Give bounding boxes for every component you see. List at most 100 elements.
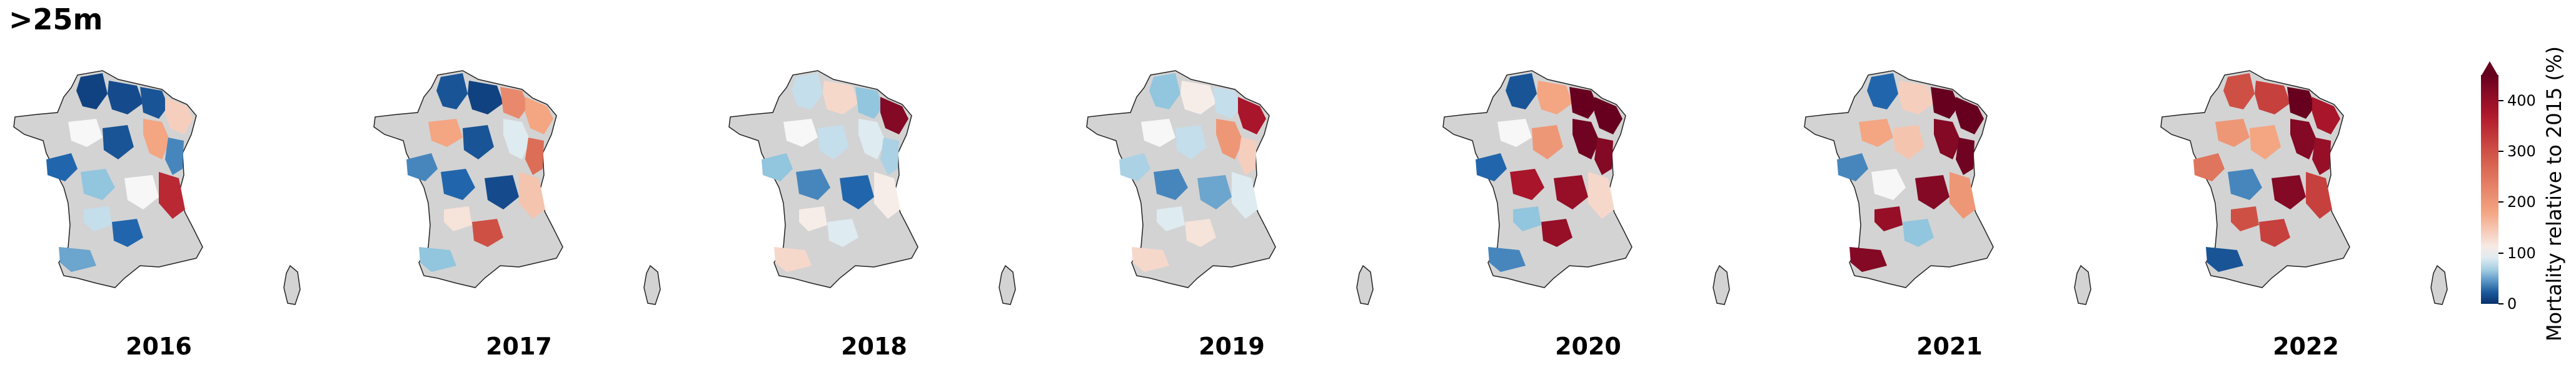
- mortality-region: [823, 81, 858, 114]
- mortality-region: [46, 153, 78, 181]
- france-map: [13, 70, 301, 305]
- mortality-region: [1506, 73, 1537, 109]
- mortality-region: [774, 247, 812, 272]
- year-label: 2020: [1555, 333, 1621, 360]
- mortality-region: [2215, 119, 2250, 147]
- mortality-region: [2231, 206, 2259, 231]
- mortality-region: [1956, 97, 1984, 134]
- mortality-region: [792, 73, 823, 109]
- mortality-region: [525, 138, 544, 175]
- mortality-region: [2223, 73, 2255, 109]
- mortality-region: [1497, 119, 1532, 147]
- mortality-region: [108, 81, 143, 114]
- mortality-region: [441, 169, 475, 200]
- map-panel-2021: [1799, 59, 2100, 334]
- mortality-region: [472, 219, 503, 247]
- mortality-region: [500, 87, 528, 119]
- colorbar-tick-mark: [2498, 252, 2503, 254]
- map-panel-2018: [724, 59, 1024, 334]
- mortality-region: [858, 119, 885, 159]
- mortality-region: [1934, 119, 1961, 159]
- mortality-region: [2290, 119, 2317, 159]
- mortality-region: [1874, 206, 1903, 231]
- corsica: [2074, 264, 2091, 305]
- year-label: 2019: [1199, 333, 1265, 360]
- mortality-region: [1238, 138, 1257, 175]
- year-label: 2022: [2273, 333, 2339, 360]
- colorbar-tick-label: 200: [2507, 193, 2536, 211]
- mortality-region: [112, 219, 143, 247]
- mortality-region: [1541, 219, 1572, 247]
- mortality-region: [2228, 169, 2262, 200]
- mortality-region: [81, 169, 115, 200]
- mortality-region: [799, 206, 827, 231]
- mortality-region: [1594, 138, 1613, 175]
- mortality-region: [2312, 97, 2340, 134]
- mortality-region: [519, 172, 545, 219]
- map-panel-2022: [2156, 59, 2456, 334]
- colorbar: [2481, 75, 2498, 304]
- mortality-region: [796, 169, 830, 200]
- mortality-region: [103, 125, 134, 159]
- france-map: [1086, 70, 1374, 305]
- corsica: [283, 264, 301, 305]
- mortality-region: [165, 138, 184, 175]
- mortality-region: [1867, 73, 1898, 109]
- mortality-region: [468, 81, 503, 114]
- mortality-region: [485, 175, 519, 209]
- figure-title: >25m: [9, 3, 103, 36]
- mortality-region: [1871, 169, 1906, 200]
- mortality-region: [1119, 153, 1150, 181]
- mortality-region: [1510, 169, 1544, 200]
- colorbar-tick-label: 400: [2507, 91, 2536, 109]
- mortality-region: [59, 247, 96, 272]
- mortality-region: [2306, 172, 2332, 219]
- colorbar-tick-label: 100: [2507, 244, 2536, 262]
- france-map: [1804, 70, 2091, 305]
- mortality-region: [1931, 87, 1959, 119]
- colorbar-extend-arrow: [2481, 61, 2498, 76]
- mortality-region: [762, 153, 793, 181]
- mortality-region: [76, 73, 108, 109]
- mortality-region: [1956, 138, 1975, 175]
- mortality-region: [1903, 219, 1934, 247]
- mortality-region: [84, 206, 112, 231]
- mortality-region: [818, 125, 849, 159]
- mortality-region: [503, 119, 530, 159]
- year-label: 2016: [126, 333, 192, 360]
- france-map: [2160, 70, 2448, 305]
- mortality-region: [1898, 81, 1934, 114]
- mortality-region: [1859, 119, 1893, 147]
- mortality-region: [2259, 219, 2290, 247]
- year-label: 2018: [841, 333, 907, 360]
- mortality-region: [436, 73, 468, 109]
- mortality-region: [840, 175, 874, 209]
- mortality-region: [2250, 125, 2281, 159]
- colorbar-tick-mark: [2498, 201, 2503, 203]
- colorbar-tick-label: 0: [2507, 295, 2517, 313]
- mortality-region: [406, 153, 438, 181]
- colorbar-tick-label: 300: [2507, 143, 2536, 160]
- mortality-region: [1197, 175, 1232, 209]
- mortality-region: [1588, 172, 1614, 219]
- mortality-region: [1132, 247, 1169, 272]
- corsica: [1356, 264, 1374, 305]
- mortality-region: [419, 247, 456, 272]
- mortality-region: [1594, 97, 1623, 134]
- mortality-region: [140, 87, 168, 119]
- mortality-region: [1837, 153, 1868, 181]
- corsica: [1713, 264, 1730, 305]
- mortality-region: [2312, 138, 2331, 175]
- map-panel-2020: [1438, 59, 1738, 334]
- mortality-region: [444, 206, 472, 231]
- mortality-region: [1476, 153, 1507, 181]
- colorbar-tick-mark: [2498, 151, 2503, 152]
- mortality-region: [1180, 81, 1216, 114]
- mortality-region: [2287, 87, 2315, 119]
- mortality-region: [1149, 73, 1180, 109]
- corsica: [643, 264, 661, 305]
- mortality-region: [2272, 175, 2306, 209]
- mortality-region: [1216, 119, 1243, 159]
- mortality-region: [1175, 125, 1207, 159]
- mortality-region: [1154, 169, 1188, 200]
